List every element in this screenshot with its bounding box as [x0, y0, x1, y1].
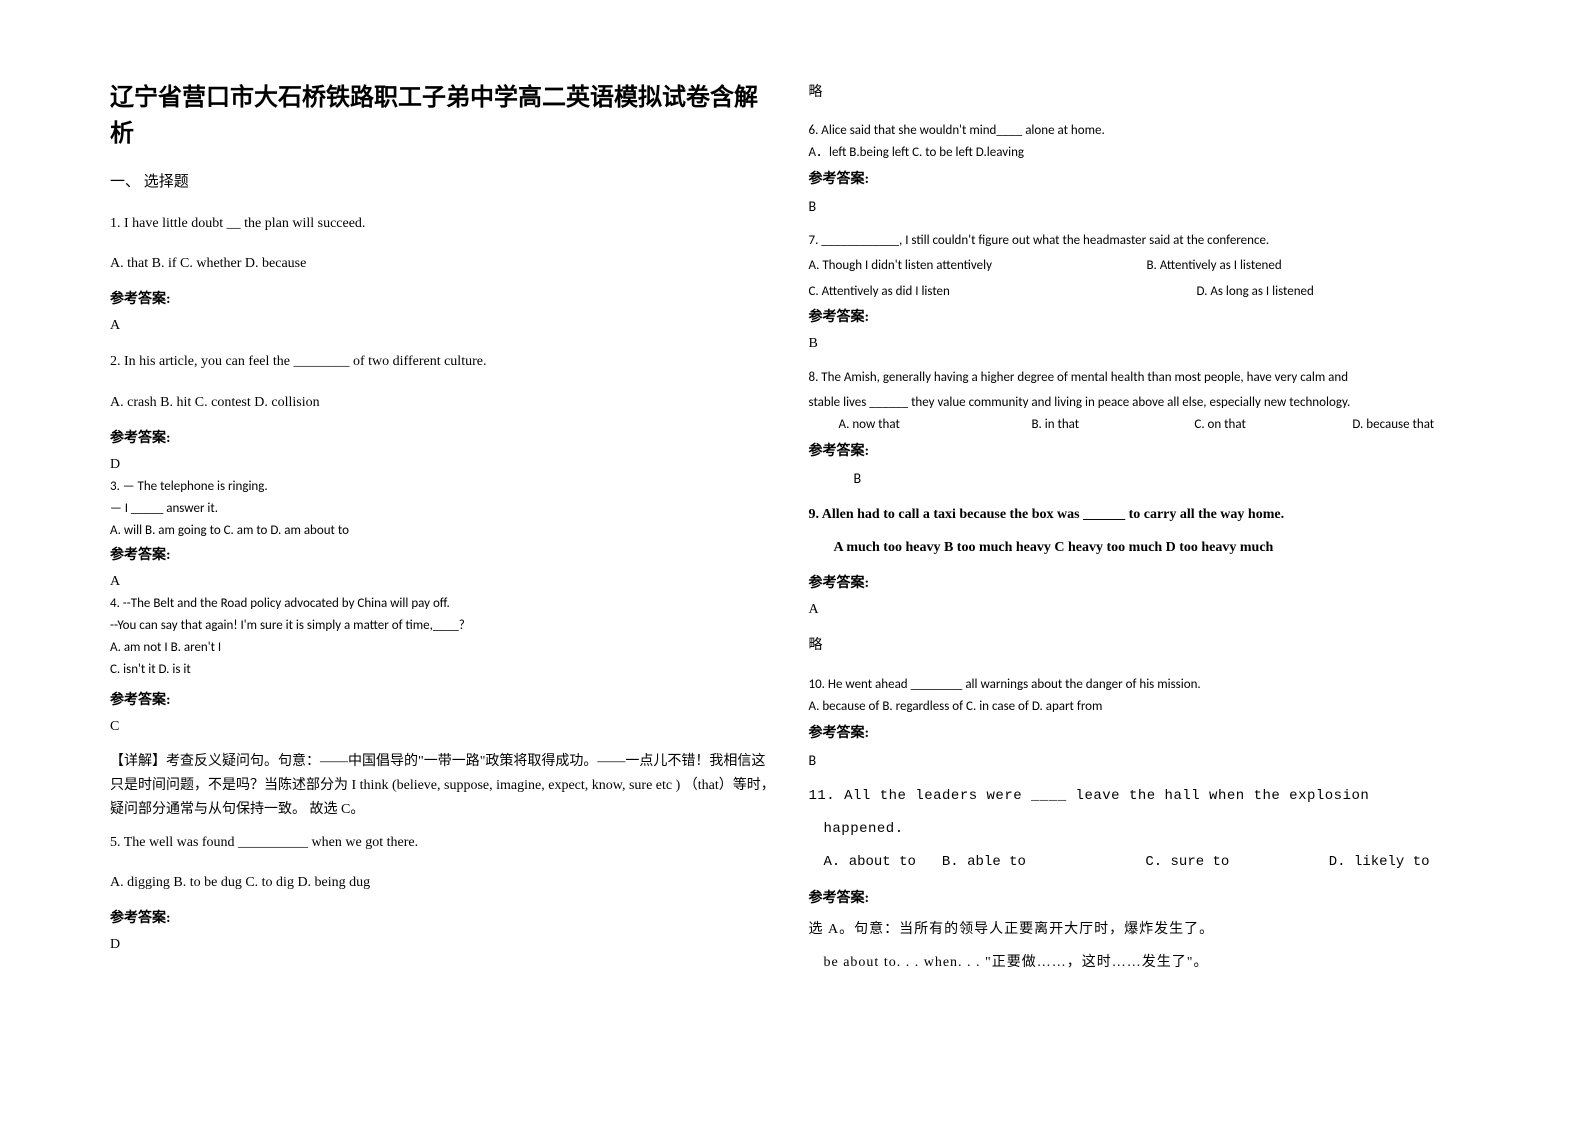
- q4-answer: C: [110, 719, 779, 735]
- q1-options: A. that B. if C. whether D. because: [110, 251, 779, 276]
- q7-options-row1: A. Though I didn't listen attentively B.…: [809, 255, 1478, 277]
- left-column: 辽宁省营口市大石桥铁路职工子弟中学高二英语模拟试卷含解析 一、 选择题 1. I…: [95, 80, 794, 1072]
- q10-answer: B: [809, 752, 1478, 769]
- q4-line4: C. isn't it D. is it: [110, 659, 779, 681]
- document-title: 辽宁省营口市大石桥铁路职工子弟中学高二英语模拟试卷含解析: [110, 80, 779, 152]
- q11-opt-d: D. likely to: [1329, 854, 1430, 870]
- q2-text: 2. In his article, you can feel the ____…: [110, 349, 779, 374]
- q8-answer-label: 参考答案:: [809, 440, 1478, 460]
- q7-answer-label: 参考答案:: [809, 306, 1478, 326]
- q7-opt-c: C. Attentively as did I listen: [809, 281, 1194, 303]
- q5-text: 5. The well was found __________ when we…: [110, 830, 779, 855]
- q2-answer-label: 参考答案:: [110, 427, 779, 447]
- q4-explain: 【详解】考查反义疑问句。句意：——中国倡导的"一带一路"政策将取得成功。——一点…: [110, 750, 779, 821]
- q8-line2: stable lives ______ they value community…: [809, 392, 1478, 414]
- q11-opt-b: B. able to: [942, 850, 1137, 875]
- q7-opt-b: B. Attentively as I listened: [1146, 258, 1281, 273]
- q8-opt-c: C. on that: [1194, 414, 1349, 436]
- q8-opt-a: A. now that: [809, 414, 1029, 436]
- q1-answer: A: [110, 318, 779, 334]
- q5-answer-label: 参考答案:: [110, 907, 779, 927]
- q3-answer-label: 参考答案:: [110, 544, 779, 564]
- q11-explain2: be about to. . . when. . . "正要做……，这时……发生…: [809, 950, 1478, 975]
- q1-text: 1. I have little doubt __ the plan will …: [110, 211, 779, 236]
- q4-line3: A. am not I B. aren't I: [110, 637, 779, 659]
- q3-line1: 3. — The telephone is ringing.: [110, 476, 779, 498]
- section-header: 一、 选择题: [110, 170, 779, 191]
- q6-answer-label: 参考答案:: [809, 168, 1478, 188]
- q1-answer-label: 参考答案:: [110, 288, 779, 308]
- q8-opt-d: D. because that: [1352, 417, 1434, 432]
- q9-text: 9. Allen had to call a taxi because the …: [809, 502, 1478, 527]
- q6-answer: B: [809, 198, 1478, 215]
- q11-opt-a: A. about to: [824, 850, 934, 875]
- q4-line2: --You can say that again! I'm sure it is…: [110, 615, 779, 637]
- q5-answer: D: [110, 937, 779, 953]
- q9-answer-label: 参考答案:: [809, 572, 1478, 592]
- q10-answer-label: 参考答案:: [809, 722, 1478, 742]
- q8-answer: B: [809, 470, 1478, 487]
- q9-answer: A: [809, 602, 1478, 618]
- q7-opt-d: D. As long as I listened: [1196, 284, 1313, 299]
- q7-line1: 7. ____________, I still couldn't figure…: [809, 230, 1478, 252]
- q3-line3: A. will B. am going to C. am to D. am ab…: [110, 520, 779, 542]
- q11-line1: 11. All the leaders were ____ leave the …: [809, 784, 1478, 809]
- q7-answer: B: [809, 336, 1478, 352]
- q10-options: A. because of B. regardless of C. in cas…: [809, 696, 1478, 718]
- q5-options: A. digging B. to be dug C. to dig D. bei…: [110, 870, 779, 895]
- q9-extra: 略: [809, 633, 1478, 658]
- right-column: 略 6. Alice said that she wouldn't mind__…: [794, 80, 1493, 1072]
- q3-line2: — I _____ answer it.: [110, 498, 779, 520]
- q3-answer: A: [110, 574, 779, 590]
- q6-options: A．left B.being left C. to be left D.leav…: [809, 142, 1478, 164]
- q2-options: A. crash B. hit C. contest D. collision: [110, 390, 779, 415]
- q8-options: A. now that B. in that C. on that D. bec…: [809, 414, 1478, 436]
- q7-opt-a: A. Though I didn't listen attentively: [809, 255, 1144, 277]
- q11-answer-label: 参考答案:: [809, 887, 1478, 907]
- q11-options: A. about to B. able to C. sure to D. lik…: [809, 850, 1478, 875]
- q4-line1: 4. --The Belt and the Road policy advoca…: [110, 593, 779, 615]
- q5-extra: 略: [809, 80, 1478, 105]
- q7-options-row2: C. Attentively as did I listen D. As lon…: [809, 281, 1478, 303]
- q8-opt-b: B. in that: [1031, 414, 1191, 436]
- q6-text: 6. Alice said that she wouldn't mind____…: [809, 120, 1478, 142]
- q11-line2: happened.: [809, 817, 1478, 842]
- q11-opt-c: C. sure to: [1145, 850, 1320, 875]
- q11-explain1: 选 A。句意：当所有的领导人正要离开大厅时，爆炸发生了。: [809, 917, 1478, 942]
- q2-answer: D: [110, 457, 779, 473]
- q10-text: 10. He went ahead ________ all warnings …: [809, 674, 1478, 696]
- q4-answer-label: 参考答案:: [110, 689, 779, 709]
- q8-line1: 8. The Amish, generally having a higher …: [809, 367, 1478, 389]
- q9-options: A much too heavy B too much heavy C heav…: [809, 535, 1478, 560]
